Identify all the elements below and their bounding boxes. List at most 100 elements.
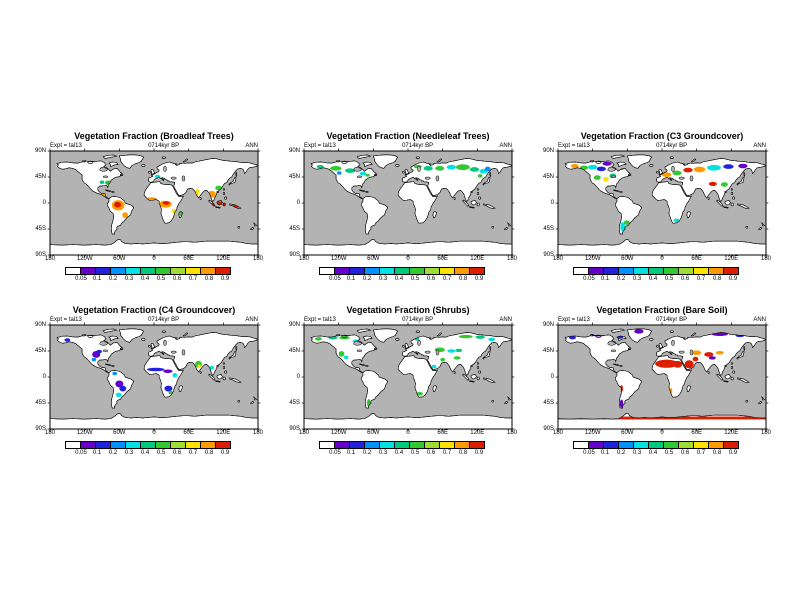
coastline (209, 374, 215, 380)
lake (608, 341, 616, 345)
figure-grid: Vegetation Fraction (Broadleaf Trees) Exp… (0, 131, 800, 479)
colorbar-tick-label: 0.7 (188, 276, 198, 282)
data-patch (720, 182, 728, 187)
lake (171, 177, 176, 179)
colorbar-tick-label: 0.9 (474, 450, 484, 456)
coastline (144, 182, 183, 224)
data-patch (195, 188, 200, 196)
coastline (229, 351, 236, 359)
data-patch (684, 360, 694, 369)
colorbar-tick-label: 0.7 (696, 276, 706, 282)
data-patch (708, 356, 716, 360)
colorbar-cells (65, 441, 243, 449)
data-patch (623, 220, 630, 225)
coastline (483, 177, 490, 185)
colorbar-tick-label: 0.4 (394, 276, 404, 282)
coastline (670, 331, 673, 333)
coastline (708, 372, 709, 374)
coastline (492, 400, 494, 402)
colorbar-tick-label: 0.7 (696, 450, 706, 456)
coastline (342, 335, 347, 337)
data-patch (119, 385, 127, 392)
coastline (183, 159, 188, 162)
colorbar: 0.05 0.1 0.2 0.3 0.4 0.5 0.6 0.7 0.8 0.9 (558, 441, 766, 457)
lon-tick-label: 60E (691, 256, 703, 262)
colorbar-cell (573, 441, 589, 449)
coastline (120, 348, 123, 350)
coastline (746, 400, 748, 402)
colorbar-tick-label: 0.4 (648, 450, 658, 456)
coastline (733, 371, 735, 373)
colorbar-cell (170, 267, 186, 275)
lat-tick-label: 0 (296, 374, 300, 380)
colorbar-tick-label: 0.6 (172, 450, 182, 456)
colorbar-tick-label: 0.1 (600, 276, 610, 282)
coastline (762, 397, 765, 400)
data-patch (96, 349, 102, 354)
colorbar-tick-label: 0.05 (329, 450, 341, 456)
colorbar-tick-label: 0.9 (728, 450, 738, 456)
lon-tick-label: 180 (760, 430, 772, 436)
data-patch (440, 357, 445, 362)
coastline (659, 169, 663, 174)
panel-shrubs: Vegetation Fraction (Shrubs) Expt = tal13… (288, 305, 517, 457)
data-patch (453, 356, 461, 360)
coastline (433, 386, 437, 392)
coastline (223, 366, 225, 369)
data-patch (114, 201, 122, 208)
coastline (396, 339, 399, 341)
lat-tick-label: 45N (288, 348, 300, 354)
coastline (142, 339, 145, 341)
lon-tick-label: 180 (506, 256, 518, 262)
colorbar-tick-label: 0.8 (712, 276, 722, 282)
colorbar-tick-label: 0.5 (664, 450, 674, 456)
colorbar-cell (215, 267, 231, 275)
coastline (374, 348, 377, 350)
colorbar-tick-label: 0.2 (616, 276, 626, 282)
coastline (366, 191, 368, 192)
lat-tick-label: 45S (35, 226, 46, 232)
lon-tick-label: 60E (437, 256, 449, 262)
colorbar-labels: 0.05 0.1 0.2 0.3 0.4 0.5 0.6 0.7 0.8 0.9 (573, 449, 751, 457)
data-patch (99, 180, 105, 184)
colorbar-cell (678, 267, 694, 275)
lon-tick-label: 60W (621, 430, 634, 436)
lake (425, 177, 430, 179)
time-label: 0714kyr BP (402, 317, 434, 323)
data-patch (602, 161, 612, 166)
coastline (179, 386, 183, 392)
coastline (217, 365, 219, 366)
lon-tick-label: 180 (298, 430, 310, 436)
coastline (112, 191, 114, 192)
colorbar-tick-label: 0.8 (204, 450, 214, 456)
coastline (361, 196, 388, 234)
coastline (162, 331, 165, 333)
data-patch (655, 359, 679, 368)
lake (182, 176, 185, 181)
coastline (504, 402, 507, 404)
data-patch (704, 352, 714, 357)
lon-tick-label: 120W (584, 430, 601, 436)
coastline (103, 155, 116, 158)
coastline (477, 362, 478, 364)
data-patch (339, 335, 350, 340)
coastline (236, 172, 237, 176)
coastline (627, 329, 651, 343)
coastline (217, 374, 222, 379)
coastline (254, 397, 257, 400)
colorbar-cell (469, 441, 485, 449)
colorbar-cell (140, 441, 156, 449)
colorbar-cell (80, 441, 96, 449)
colorbar-cell (588, 441, 604, 449)
colorbar-tick-label: 0.4 (394, 450, 404, 456)
coastline (691, 159, 696, 162)
figure-row: Vegetation Fraction (Broadleaf Trees) Exp… (0, 131, 800, 283)
data-patch (475, 335, 485, 339)
lat-tick-label: 45N (542, 174, 554, 180)
lake (354, 341, 362, 345)
colorbar-tick-label: 0.1 (92, 276, 102, 282)
colorbar-tick-label: 0.6 (172, 276, 182, 282)
coastline (758, 228, 761, 230)
map-area (558, 151, 766, 255)
colorbar-cell (633, 267, 649, 275)
